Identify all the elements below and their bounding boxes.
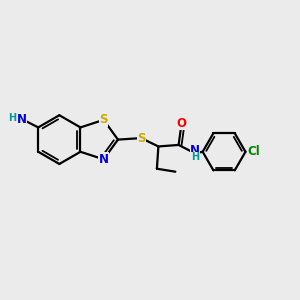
Text: N: N (190, 144, 200, 157)
Text: H: H (8, 112, 16, 123)
Text: N: N (17, 112, 27, 126)
Text: S: S (99, 113, 108, 126)
Text: N: N (99, 153, 109, 166)
Text: O: O (177, 117, 187, 130)
Text: H: H (191, 152, 199, 162)
Text: S: S (137, 132, 146, 145)
Text: Cl: Cl (248, 145, 261, 158)
